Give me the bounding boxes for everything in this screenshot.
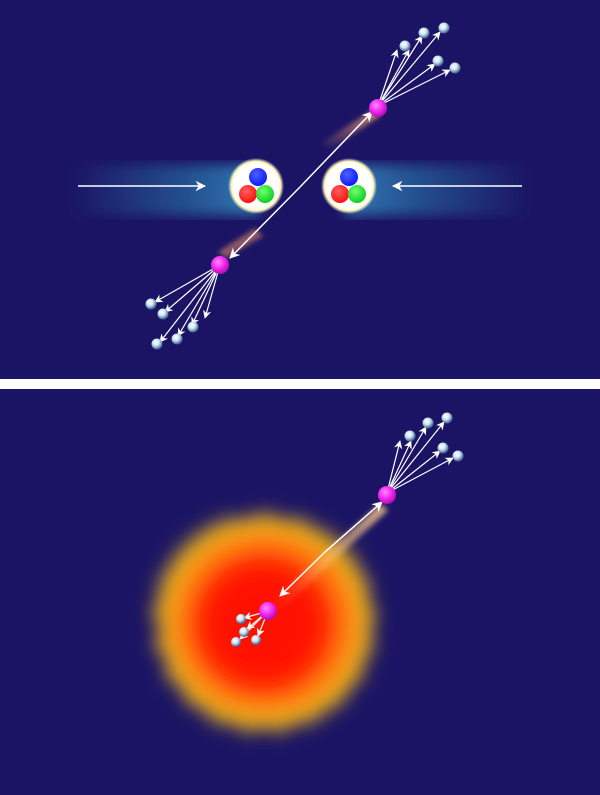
jet-arrow-lower — [279, 551, 326, 597]
hadron — [151, 338, 163, 350]
quark-green — [256, 185, 274, 203]
quark-blue — [340, 168, 358, 186]
proton-left — [228, 158, 284, 214]
jet-trail-lower — [218, 228, 263, 258]
hadron — [231, 637, 241, 647]
hadron — [157, 308, 169, 320]
quark-red — [331, 185, 349, 203]
hadrons-upper — [404, 412, 464, 462]
hadron — [438, 22, 450, 34]
hadrons-lower — [145, 298, 199, 350]
hadrons-upper — [399, 22, 461, 74]
top-diagram — [70, 22, 530, 350]
jet-arrow-upper — [299, 111, 373, 188]
jet-arrow-lower — [229, 186, 301, 259]
jet-arrow-upper — [324, 501, 383, 553]
hadron — [187, 321, 199, 333]
hadron — [432, 55, 444, 67]
panel-bottom-heavy-ion-collision — [0, 389, 600, 795]
hadron — [418, 27, 430, 39]
panel-top-proton-collision — [0, 0, 600, 379]
quark-red — [239, 185, 257, 203]
hadron — [404, 430, 416, 442]
hadron — [449, 62, 461, 74]
hadron — [452, 450, 464, 462]
jet-trail-upper — [322, 110, 380, 150]
jet-fan-upper — [386, 421, 454, 494]
hadron — [422, 417, 434, 429]
hadron — [399, 40, 411, 52]
hadrons-quenched — [231, 614, 261, 647]
hadron — [145, 298, 157, 310]
jet-fan-upper — [377, 31, 451, 107]
jet-particle-quenched — [259, 602, 277, 620]
hadron — [441, 412, 453, 424]
jet-particle-lower — [211, 256, 229, 274]
hadron — [251, 635, 261, 645]
panel-divider — [0, 379, 600, 389]
hadron — [239, 627, 249, 637]
jet-trail — [272, 504, 388, 609]
quark-green — [348, 185, 366, 203]
hadron — [437, 442, 449, 454]
bottom-diagram — [146, 412, 464, 739]
jet-particle-upper — [369, 99, 387, 117]
quark-blue — [249, 168, 267, 186]
hadron — [236, 614, 246, 624]
hadron — [171, 333, 183, 345]
proton-right — [321, 158, 377, 214]
jet-particle-upper — [378, 486, 396, 504]
jet-fan-lower — [154, 264, 221, 343]
